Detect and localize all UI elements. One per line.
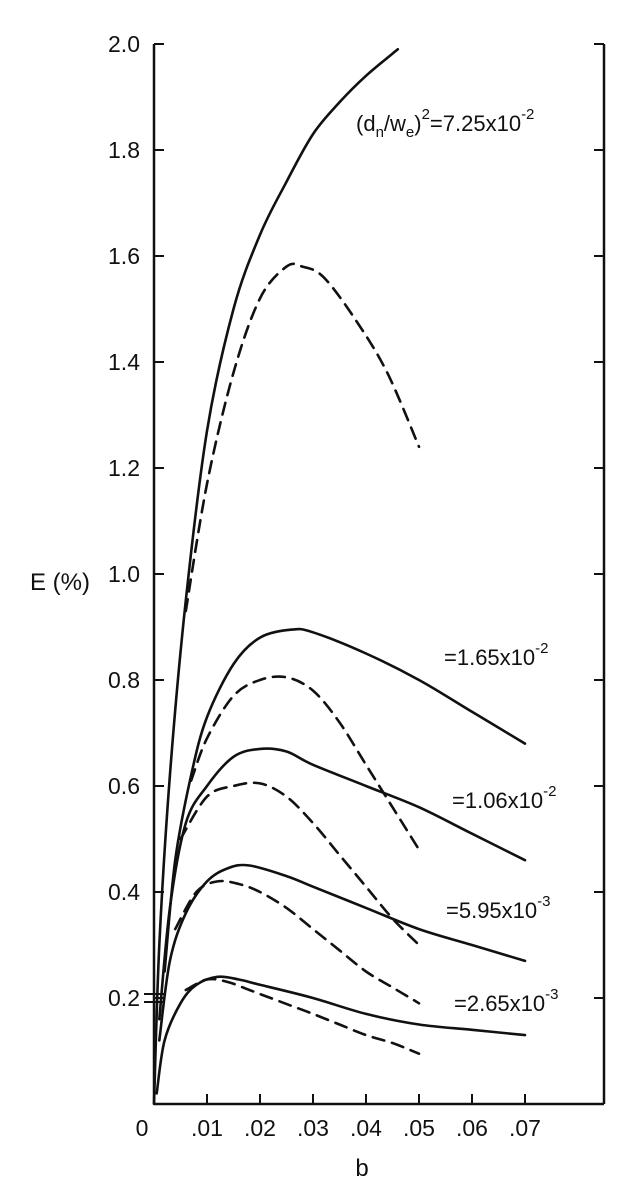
y-tick-label: 0.4 [108,879,140,905]
series-line-solid [158,747,527,1021]
chart-axes [144,44,606,1106]
series-line-solid [163,627,527,973]
y-tick-label: 0.8 [108,667,140,693]
series-line-dashed [179,781,421,947]
annotation-1-06e-2: =1.06x10-2 [452,783,556,813]
x-axis-ticks: 0 .01 .02 .03 .04 .05 .06 .07 [136,1094,541,1141]
x-tick-label: .05 [403,1115,435,1141]
series-line-solid [155,975,527,1095]
x-tick-label: .07 [509,1115,541,1141]
x-axis-label: b [355,1155,368,1182]
x-tick-label: 0 [136,1115,149,1141]
x-tick-label: .01 [191,1115,223,1141]
x-tick-label: .06 [456,1115,488,1141]
series-line-dashed [173,879,421,1005]
x-tick-label: .02 [244,1115,276,1141]
y-tick-label: 0.6 [108,773,140,799]
y-tick-label: 0.2 [108,985,140,1011]
chart-series [152,48,527,1106]
annotation-2-65e-3: =2.65x10-3 [454,986,558,1016]
x-tick-label: .03 [297,1115,329,1141]
series-line-solid [158,863,527,1042]
y-tick-label: 1.6 [108,243,140,269]
annotation-1-65e-2: =1.65x10-2 [444,640,548,670]
series-line-solid [152,48,400,1106]
series-line-dashed [184,262,421,613]
series-line-dashed [189,675,421,851]
y-tick-label: 1.4 [108,349,140,375]
y-axis-ticks: 0.2 0.4 0.6 0.8 1.0 1.2 1.4 1.6 1.8 2.0 [108,31,604,1011]
y-tick-label: 1.2 [108,455,140,481]
annotation-7-25e-2: (dn/we)2=7.25x10-2 [356,106,534,141]
y-tick-label: 2.0 [108,31,140,57]
x-tick-label: .04 [350,1115,382,1141]
y-tick-label: 1.8 [108,137,140,163]
series-line-dashed [184,977,421,1055]
annotation-5-95e-3: =5.95x10-3 [446,893,550,923]
y-tick-label: 1.0 [108,561,140,587]
y-axis-label: E (%) [30,569,90,596]
